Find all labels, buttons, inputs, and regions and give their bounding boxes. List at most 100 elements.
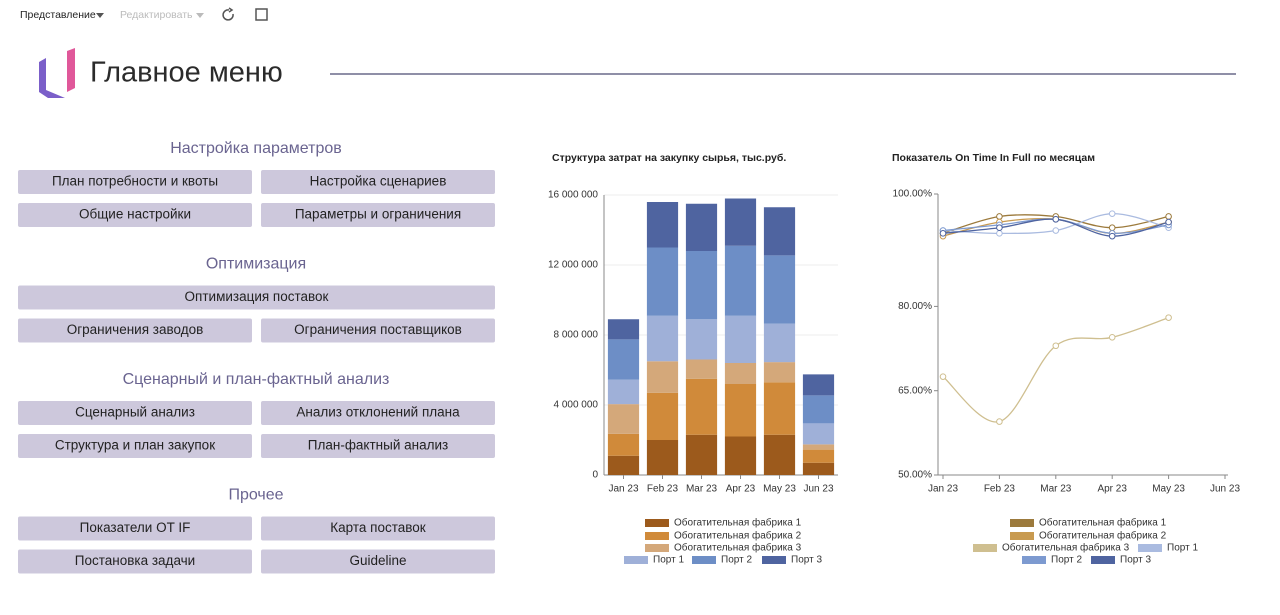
bar-segment bbox=[802, 462, 835, 475]
bar-segment bbox=[607, 339, 640, 380]
menu-button[interactable] bbox=[261, 170, 495, 194]
bar-segment bbox=[607, 433, 640, 456]
point bbox=[1108, 210, 1116, 217]
section-title: Настройка параметров bbox=[170, 140, 342, 157]
button-label[interactable]: Карта поставок bbox=[330, 520, 426, 535]
view-menu[interactable]: Представление bbox=[20, 9, 96, 21]
point bbox=[1108, 334, 1116, 341]
legend-label: Порт 1 bbox=[653, 555, 684, 566]
point bbox=[996, 230, 1003, 237]
x-tick-label: Mar 23 bbox=[1040, 484, 1072, 495]
button-label[interactable]: Анализ отклонений плана bbox=[296, 405, 460, 420]
bar-segment bbox=[607, 379, 640, 405]
button-label[interactable]: Guideline bbox=[349, 553, 406, 568]
point bbox=[996, 418, 1003, 425]
point bbox=[996, 213, 1003, 220]
x-tick-label: Jun 23 bbox=[803, 484, 833, 495]
button-label[interactable]: Структура и план закупок bbox=[55, 438, 215, 453]
menu-button[interactable] bbox=[18, 434, 252, 458]
button-label[interactable]: План потребности и квоты bbox=[52, 174, 218, 189]
y-tick-label: 4 000 000 bbox=[554, 400, 599, 411]
menu-button[interactable] bbox=[18, 318, 252, 343]
legend-label: Порт 2 bbox=[1051, 555, 1082, 566]
button-label[interactable]: Показатели OT IF bbox=[80, 520, 191, 535]
menu-button[interactable] bbox=[18, 549, 252, 574]
legend-label: Обогатительная фабрика 3 bbox=[674, 542, 802, 554]
legend-label: Обогатительная фабрика 1 bbox=[674, 517, 802, 529]
legend-swatch bbox=[1022, 556, 1046, 564]
menu-button[interactable] bbox=[261, 203, 495, 227]
menu-button[interactable] bbox=[18, 170, 252, 194]
bar-segment bbox=[685, 319, 718, 360]
menu-button[interactable] bbox=[261, 401, 495, 425]
legend-swatch bbox=[645, 532, 669, 540]
button-label[interactable]: Сценарный анализ bbox=[75, 405, 195, 420]
point bbox=[1108, 224, 1116, 232]
dropdown-arrow bbox=[196, 13, 204, 18]
button-label[interactable]: Ограничения поставщиков bbox=[294, 322, 462, 337]
legend-label: Порт 2 bbox=[721, 555, 752, 566]
button-label[interactable]: Параметры и ограничения bbox=[295, 207, 461, 222]
menu-button[interactable] bbox=[261, 434, 495, 458]
y-tick-label: 0 bbox=[592, 470, 598, 481]
button-label[interactable]: Оптимизация поставок bbox=[185, 289, 329, 304]
bar-segment bbox=[724, 245, 757, 316]
button-label[interactable]: Настройка сценариев bbox=[310, 174, 447, 189]
bar-segment bbox=[646, 315, 679, 362]
legend-label: Обогатительная фабрика 2 bbox=[674, 530, 802, 542]
menu-button[interactable] bbox=[261, 549, 495, 574]
bar-segment bbox=[607, 319, 640, 340]
bar-segment bbox=[763, 323, 796, 363]
x-tick-label: Jun 23 bbox=[1210, 484, 1240, 495]
refresh-icon[interactable] bbox=[222, 7, 234, 21]
point bbox=[939, 230, 947, 237]
series-line bbox=[942, 317, 1169, 423]
point bbox=[1052, 342, 1060, 350]
menu-button[interactable] bbox=[18, 285, 495, 310]
legend-swatch bbox=[1010, 532, 1034, 540]
legend-swatch bbox=[1010, 519, 1034, 527]
button-label[interactable]: Общие настройки bbox=[79, 207, 191, 222]
button-label[interactable]: Ограничения заводов bbox=[67, 322, 204, 337]
legend-swatch bbox=[1138, 544, 1162, 552]
bar-segment bbox=[724, 436, 757, 475]
bar-segment bbox=[763, 382, 796, 435]
menu-button[interactable] bbox=[261, 516, 495, 541]
legend-label: Порт 3 bbox=[791, 555, 822, 566]
section-title: Прочее bbox=[228, 487, 283, 504]
bar-segment bbox=[607, 404, 640, 434]
bar-segment bbox=[685, 203, 718, 251]
x-tick-label: May 23 bbox=[763, 484, 796, 495]
menu-button[interactable] bbox=[18, 516, 252, 541]
menu-button[interactable] bbox=[18, 401, 252, 425]
page-title: Главное меню bbox=[90, 57, 283, 89]
legend-label: Порт 3 bbox=[1120, 555, 1151, 566]
screen-icon[interactable] bbox=[255, 8, 268, 21]
button-label[interactable]: План-фактный анализ bbox=[308, 438, 448, 453]
legend-swatch bbox=[973, 544, 997, 552]
legend-swatch bbox=[645, 544, 669, 552]
bar-segment bbox=[763, 434, 796, 475]
legend-label: Обогатительная фабрика 2 bbox=[1039, 530, 1167, 542]
point bbox=[1165, 213, 1172, 220]
logo bbox=[67, 48, 75, 92]
bar-segment bbox=[802, 374, 835, 396]
bar-segment bbox=[685, 378, 718, 435]
x-tick-label: May 23 bbox=[1152, 484, 1185, 495]
bar-segment bbox=[763, 207, 796, 256]
section-title: Оптимизация bbox=[206, 256, 306, 273]
edit-menu[interactable]: Редактировать bbox=[120, 9, 193, 21]
bar-segment bbox=[685, 359, 718, 379]
point bbox=[1108, 232, 1116, 240]
bar-segment bbox=[607, 455, 640, 475]
legend-swatch bbox=[762, 556, 786, 564]
x-tick-label: Mar 23 bbox=[686, 484, 718, 495]
point bbox=[1052, 227, 1060, 234]
menu-button[interactable] bbox=[261, 318, 495, 343]
y-tick-label: 50.00% bbox=[898, 470, 932, 481]
button-label[interactable]: Постановка задачи bbox=[75, 553, 195, 568]
bar-segment bbox=[724, 198, 757, 246]
menu-button[interactable] bbox=[18, 203, 252, 227]
y-tick-label: 80.00% bbox=[898, 301, 932, 312]
